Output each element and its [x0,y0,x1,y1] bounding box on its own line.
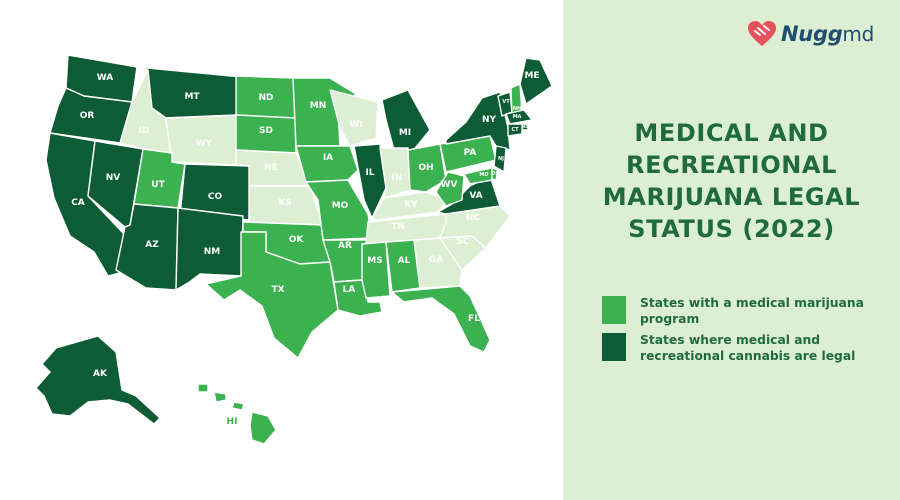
state-label-nd: ND [258,93,273,103]
heart-logo-icon [748,21,777,46]
state-oh[interactable] [407,143,447,193]
state-tx[interactable] [205,231,339,359]
state-label-vt: VT [502,99,510,105]
state-label-or: OR [80,111,95,121]
state-label-wa: WA [97,73,114,83]
state-label-mo: MO [332,201,349,211]
state-nj[interactable] [493,145,507,173]
state-ms[interactable] [361,241,391,299]
legend-item-recreational: States where medical and recreational ca… [602,333,892,368]
legend: States with a medical marijuana program … [602,296,892,370]
us-map: WA OR CA NV ID MT WY UT CO AZ NM ND SD NE KS OK TX MN IA MO… [35,54,553,445]
state-me[interactable] [519,57,553,105]
state-label-nv: NV [106,173,121,183]
state-label-ga: GA [429,255,443,265]
state-label-wi: WI [349,120,362,130]
title-line: MARIJUANA LEGAL [602,183,861,211]
state-label-pa: PA [464,148,477,158]
state-ia[interactable] [295,145,359,183]
legend-swatch-medical [602,296,626,324]
state-label-ok: OK [289,235,305,245]
state-nm[interactable] [175,207,244,291]
state-label-az: AZ [145,240,159,250]
state-label-wy: WY [196,139,213,149]
state-label-mi: MI [399,128,411,138]
state-label-ak: AK [93,369,108,379]
state-label-va: VA [469,191,482,201]
state-label-hi: HI [227,417,238,427]
state-ma[interactable] [505,109,533,125]
title-line: MEDICAL AND [634,119,829,147]
brand-name: Nuggmd [781,22,874,46]
state-label-ny: NY [482,115,497,125]
state-label-ar: AR [338,241,352,251]
state-label-nc: NC [466,213,481,223]
state-label-ky: KY [404,200,418,210]
state-label-id: ID [139,126,150,136]
state-label-in: IN [392,173,403,183]
state-label-ia: IA [323,153,333,163]
state-ct[interactable] [507,123,523,137]
state-label-ri: RI [522,124,528,130]
title-line: RECREATIONAL [626,151,837,179]
state-label-ks: KS [278,198,291,208]
state-label-me: ME [524,71,539,81]
state-il[interactable] [353,143,387,219]
state-label-nh: NH [513,106,521,112]
legend-swatch-recreational [602,333,626,361]
state-wi[interactable] [329,89,379,147]
state-label-ut: UT [151,180,165,190]
state-mi[interactable] [381,89,431,153]
state-nc[interactable] [439,205,511,249]
state-label-ne: NE [264,163,278,173]
state-fl[interactable] [391,285,491,353]
state-label-ct: CT [511,127,519,133]
legend-label-medical: States with a medical marijuana program [640,296,864,326]
state-label-tn: TN [391,222,405,232]
title-line: STATUS (2022) [628,215,835,243]
state-label-il: IL [365,168,374,178]
state-label-ma: MA [513,114,522,120]
state-label-ms: MS [367,256,382,266]
state-label-de: DE [491,171,499,177]
state-label-mn: MN [310,101,327,111]
state-label-co: CO [208,192,223,202]
state-label-fl: FL [468,314,480,324]
state-label-la: LA [343,285,356,295]
legend-item-medical: States with a medical marijuana program [602,296,892,331]
us-map-area: WA OR CA NV ID MT WY UT CO AZ NM ND SD NE KS OK TX MN IA MO… [35,54,553,445]
state-ga[interactable] [413,237,463,289]
state-ak[interactable] [35,335,161,425]
state-label-sd: SD [259,126,273,136]
state-label-mt: MT [184,92,200,102]
state-label-nm: NM [204,247,221,257]
state-label-ca: CA [71,198,85,208]
page-title: MEDICAL AND RECREATIONAL MARIJUANA LEGAL… [573,117,890,245]
state-md[interactable] [463,167,493,185]
legend-label-recreational: States where medical and recreational ca… [640,333,856,363]
state-wv[interactable] [435,171,465,207]
state-in[interactable] [379,147,411,199]
state-label-wv: WV [441,180,458,190]
state-hi[interactable] [197,383,277,445]
state-label-al: AL [398,256,411,266]
state-label-sc: SC [456,237,469,247]
state-label-tx: TX [271,285,284,295]
state-label-nj: NJ [498,156,504,162]
state-ny[interactable] [445,91,511,151]
state-label-md: MD [479,172,488,178]
brand-logo[interactable]: Nuggmd [747,17,874,51]
state-label-oh: OH [418,163,433,173]
info-panel: Nuggmd MEDICAL AND RECREATIONAL MARIJUAN… [563,0,900,500]
